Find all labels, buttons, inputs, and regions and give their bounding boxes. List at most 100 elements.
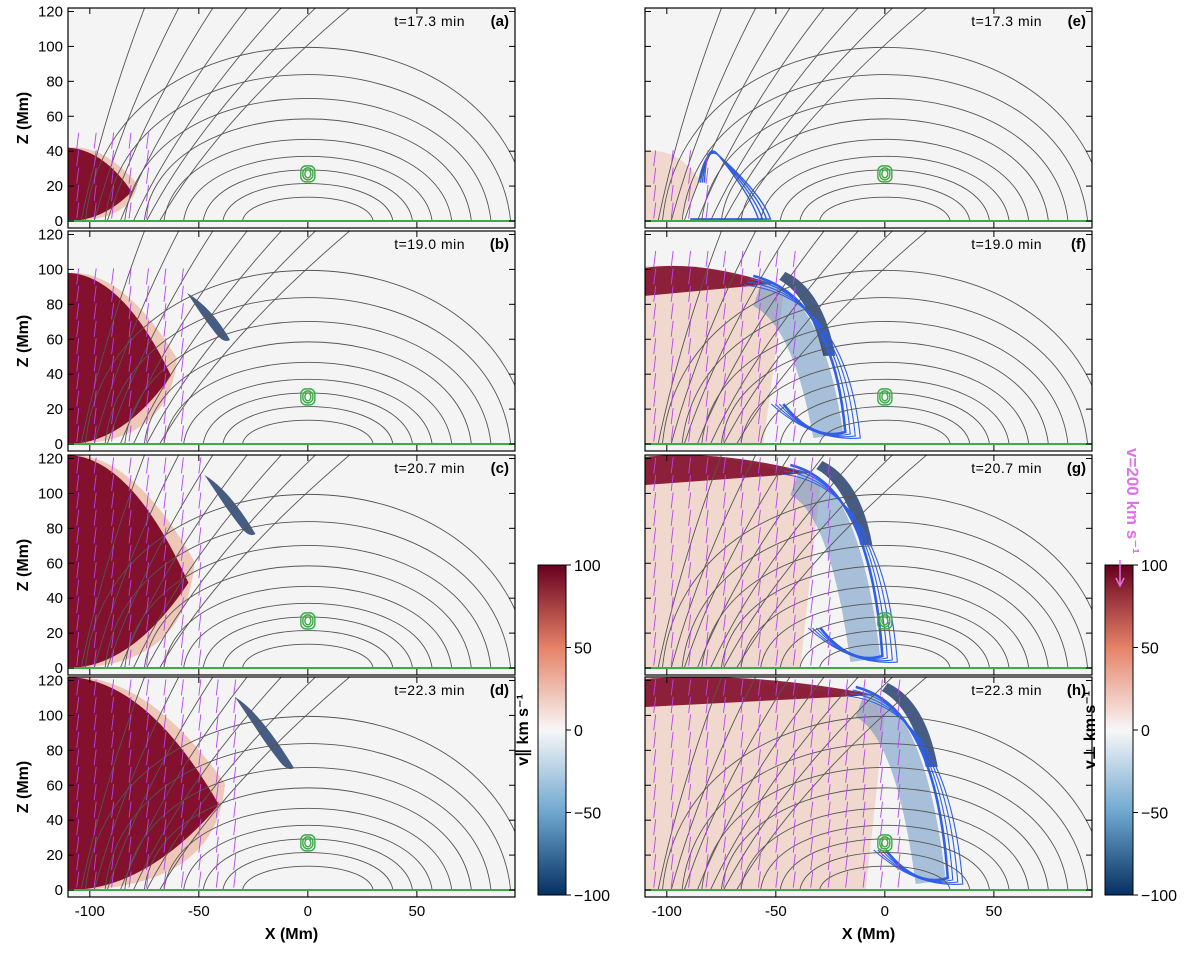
velocity-vector: [757, 819, 761, 836]
velocity-vector: [111, 509, 115, 526]
field-line: [222, 630, 394, 669]
velocity-vector: [180, 320, 184, 337]
velocity-vector: [775, 784, 779, 801]
field-line: [133, 8, 282, 222]
velocity-vector: [163, 614, 167, 631]
panel-f: t=19.0 min (f): [644, 230, 1093, 452]
velocity-vector: [163, 766, 167, 783]
velocity-vector: [827, 854, 831, 871]
velocity-vector: [198, 696, 202, 713]
panel-time: t=17.3 min: [394, 13, 465, 29]
panel-g: t=20.7 min (g): [644, 454, 1093, 676]
velocity-vector: [845, 801, 849, 818]
velocity-vector: [111, 492, 115, 509]
velocity-vector: [757, 303, 761, 320]
colorbars-layer: 100 50 0 −50 −100 v∥ km s⁻¹ 100 50 0 −50 −100 v⊥ km…: [515, 558, 1177, 905]
velocity-vector: [653, 649, 657, 666]
velocity-vector: [757, 492, 761, 509]
velocity-vector: [775, 731, 779, 748]
velocity-vector: [111, 150, 115, 167]
velocity-vector: [93, 579, 97, 596]
velocity-vector: [688, 167, 692, 184]
field-line: [106, 455, 214, 669]
field-line: [681, 521, 1089, 669]
velocity-vector: [93, 457, 97, 474]
velocity-vector: [198, 649, 202, 666]
velocity-vector: [128, 425, 132, 442]
field-line: [681, 297, 1089, 445]
velocity-vector: [76, 801, 80, 818]
velocity-vector: [128, 579, 132, 596]
velocity-vector: [653, 457, 657, 474]
field-line: [93, 677, 180, 891]
velocity-vector: [792, 819, 796, 836]
field-line: [163, 138, 453, 222]
velocity-vector: [688, 819, 692, 836]
velocity-vector: [757, 714, 761, 731]
field-line: [710, 231, 859, 445]
velocity-vector: [723, 303, 726, 320]
velocity-vector: [111, 679, 115, 696]
panel-plot-area: [68, 455, 515, 675]
y-tick-label: 120: [38, 672, 63, 689]
velocity-vector: [792, 632, 796, 649]
velocity-vector: [740, 285, 744, 302]
field-line: [818, 865, 951, 891]
velocity-vector: [653, 373, 657, 390]
y-tick-label: 60: [46, 777, 63, 794]
panel-frame: [644, 230, 1093, 452]
velocity-vector: [233, 714, 237, 731]
velocity-vector: [111, 185, 115, 202]
velocity-vector: [93, 801, 97, 818]
velocity-vector: [653, 562, 657, 579]
field-line: [723, 677, 894, 891]
colorbar-tick-label: 0: [1141, 723, 1150, 740]
panel-frame: [67, 454, 516, 676]
flux-rope-contour: [302, 836, 314, 850]
velocity-vector: [76, 268, 80, 285]
velocity-vector: [76, 836, 80, 853]
velocity-vector: [775, 320, 779, 337]
field-line: [119, 677, 248, 891]
field-line: [696, 677, 825, 891]
velocity-vector: [775, 355, 779, 372]
velocity-vector: [163, 390, 167, 407]
field-line: [146, 677, 317, 891]
velocity-vector: [76, 527, 80, 544]
velocity-vector: [215, 679, 219, 696]
flux-rope-contour: [300, 834, 316, 852]
velocity-vector: [233, 784, 237, 801]
field-line: [799, 852, 971, 891]
velocity-vector: [740, 632, 744, 649]
velocity-vector: [128, 696, 132, 713]
velocity-vector: [93, 597, 97, 614]
velocity-vector: [862, 679, 866, 696]
velocity-vector: [76, 373, 80, 390]
field-line: [683, 677, 791, 891]
velocity-vector: [740, 492, 744, 509]
velocity-vector: [670, 425, 674, 442]
panel-label: (h): [1067, 682, 1086, 699]
velocity-vector: [111, 749, 115, 766]
field-line: [683, 8, 791, 222]
velocity-vector: [128, 679, 132, 696]
velocity-vector: [128, 649, 132, 666]
velocity-vector: [810, 801, 814, 818]
velocity-vector: [146, 714, 149, 731]
negative-sliver: [234, 697, 294, 770]
velocity-vector: [792, 801, 796, 818]
velocity-vector: [198, 527, 202, 544]
velocity-vector: [723, 801, 726, 818]
velocity-vector: [792, 408, 796, 425]
velocity-vector: [146, 819, 149, 836]
velocity-vector: [670, 303, 674, 320]
velocity-vector: [180, 749, 184, 766]
panel-b: 0 20 40 60 80 100 120 Z (Mm) t=19.0 min (b): [15, 226, 516, 453]
velocity-vector: [146, 679, 149, 696]
velocity-vector: [775, 597, 779, 614]
flux-rope-contour: [879, 167, 891, 181]
strong-negative-region: [816, 461, 873, 545]
flux-rope-contour: [877, 612, 893, 630]
field-line: [104, 297, 512, 445]
velocity-vector: [897, 784, 901, 801]
